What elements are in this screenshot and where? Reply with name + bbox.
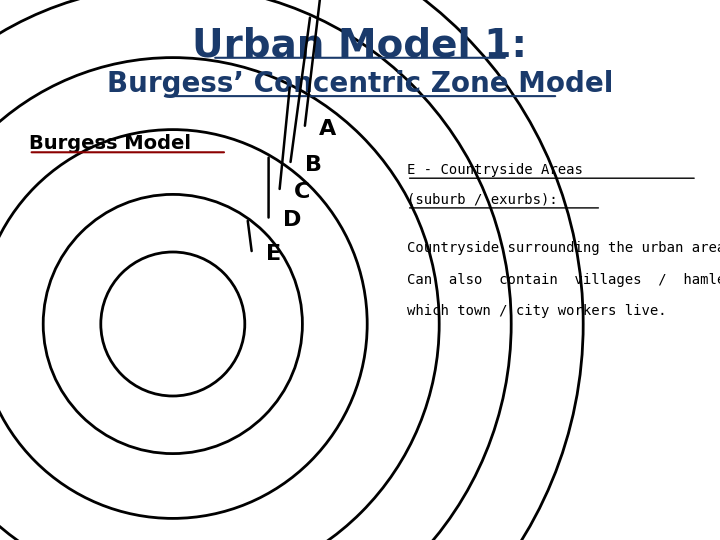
Text: Can  also  contain  villages  /  hamlets  in: Can also contain villages / hamlets in (407, 273, 720, 287)
Text: A: A (319, 118, 336, 139)
Text: E: E (266, 244, 282, 264)
Text: Urban Model 1:: Urban Model 1: (192, 27, 528, 65)
Text: Burgess Model: Burgess Model (29, 133, 191, 153)
Text: B: B (305, 154, 322, 175)
Text: C: C (294, 181, 310, 202)
Text: Burgess’ Concentric Zone Model: Burgess’ Concentric Zone Model (107, 70, 613, 98)
Text: Countryside surrounding the urban area.: Countryside surrounding the urban area. (407, 241, 720, 255)
Text: E - Countryside Areas: E - Countryside Areas (407, 163, 582, 177)
Text: D: D (283, 210, 302, 231)
Text: (suburb / exurbs):: (suburb / exurbs): (407, 193, 557, 207)
Text: which town / city workers live.: which town / city workers live. (407, 304, 667, 318)
